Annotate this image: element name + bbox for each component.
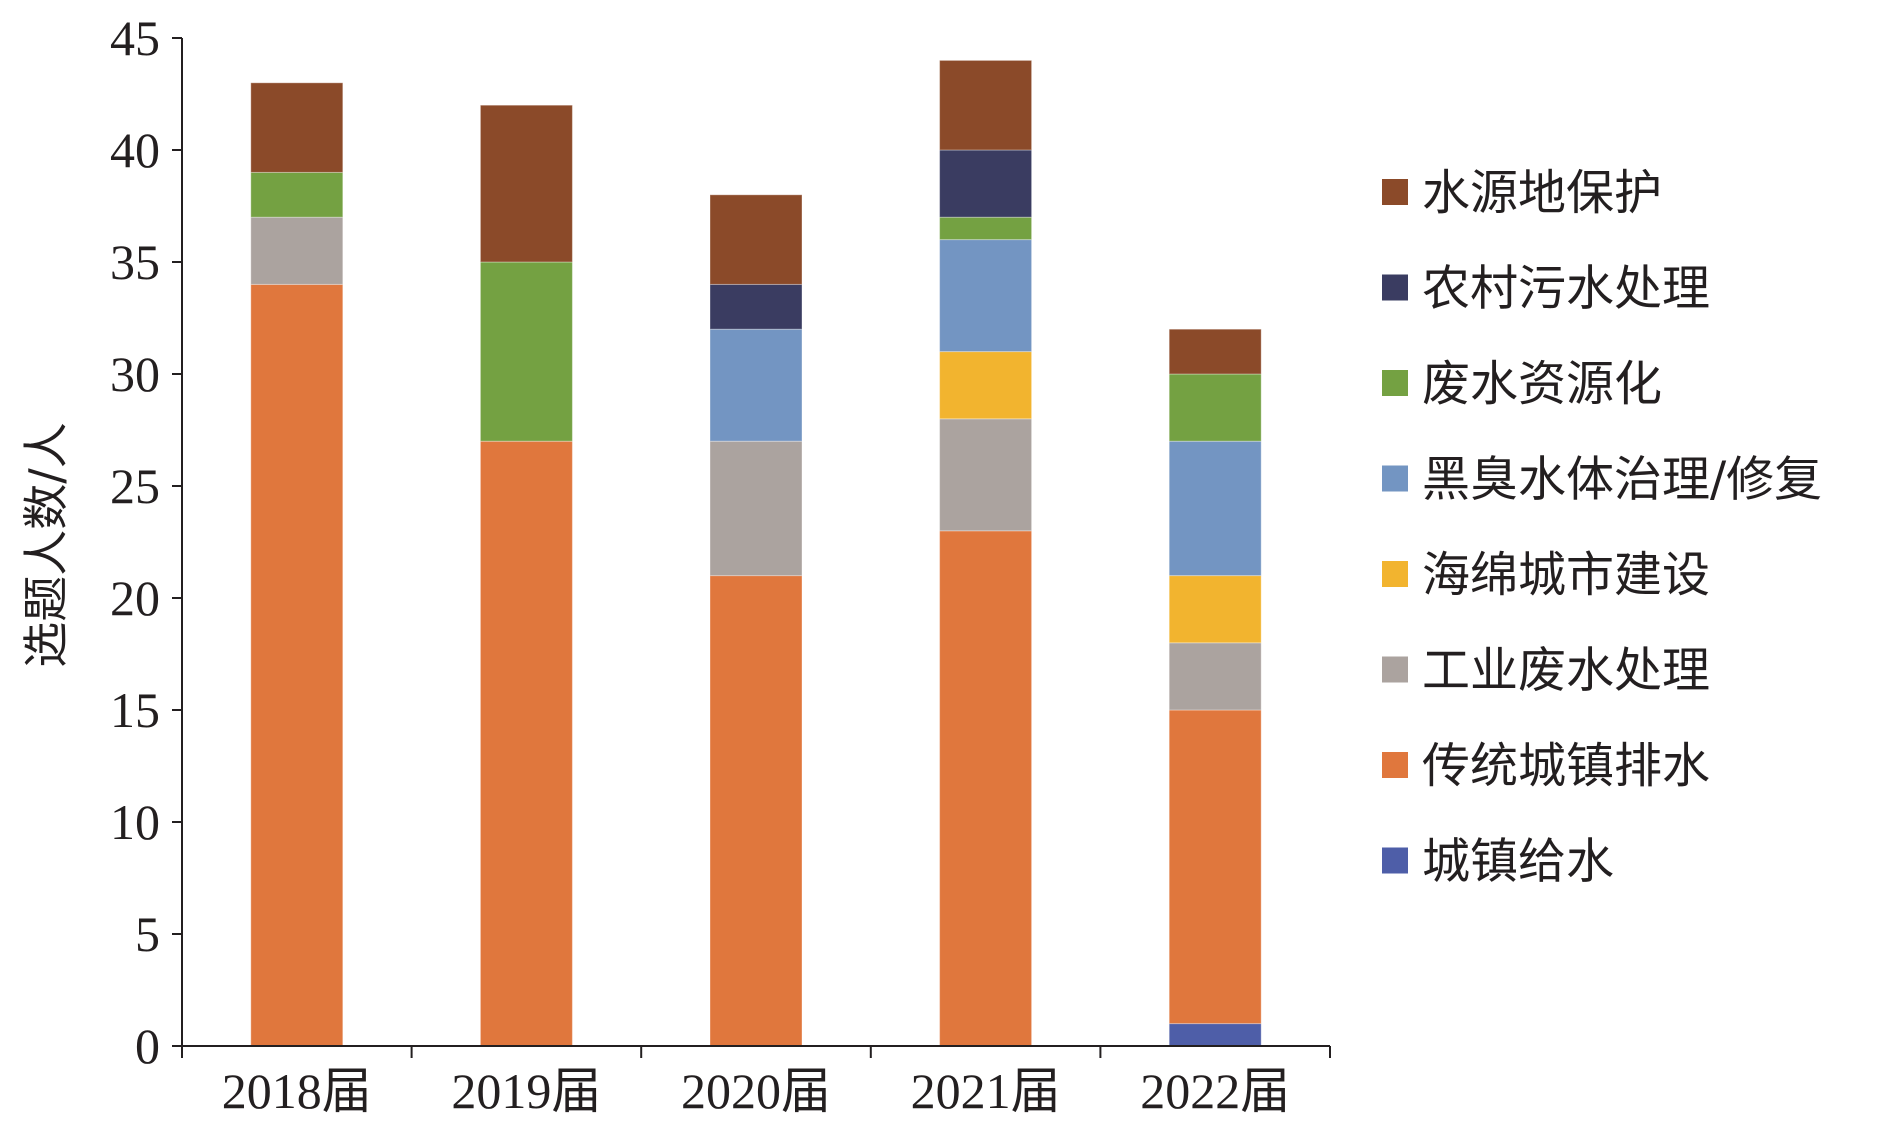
bar-segment-2018届-水源地保护: [250, 82, 344, 173]
legend-label-农村污水处理: 农村污水处理: [1422, 261, 1710, 317]
bar-segment-2021届-黑臭水体治理-修复: [939, 239, 1033, 353]
legend-swatch-废水资源化: [1382, 370, 1408, 396]
bar-segment-2020届-水源地保护: [709, 194, 803, 285]
bar-segment-2021届-水源地保护: [939, 59, 1033, 151]
bar-segment-2020届-工业废水处理: [709, 440, 803, 577]
y-tick-label-5: 5: [135, 906, 160, 962]
legend-swatch-城镇给水: [1382, 847, 1408, 874]
legend-swatch-农村污水处理: [1382, 274, 1408, 301]
legend-label-城镇给水: 城镇给水: [1422, 834, 1614, 890]
legend-label-传统城镇排水: 传统城镇排水: [1422, 738, 1710, 794]
bar-segment-2020届-黑臭水体治理-修复: [709, 328, 803, 442]
x-tick-label-2019届: 2019届: [451, 1063, 601, 1119]
x-tick-label-2021届: 2021届: [911, 1063, 1061, 1119]
bars-layer: [250, 59, 1262, 1047]
legend-label-工业废水处理: 工业废水处理: [1422, 643, 1710, 699]
bar-segment-2021届-海绵城市建设: [939, 351, 1033, 420]
bar-segment-2018届-传统城镇排水: [250, 283, 344, 1047]
legend: 水源地保护农村污水处理废水资源化黑臭水体治理/修复海绵城市建设工业废水处理传统城…: [1382, 165, 1822, 890]
bar-segment-2022届-海绵城市建设: [1168, 575, 1262, 644]
legend-label-废水资源化: 废水资源化: [1422, 356, 1662, 412]
legend-swatch-黑臭水体治理-修复: [1382, 465, 1408, 492]
bar-segment-2019届-废水资源化: [479, 261, 573, 442]
bar-segment-2022届-传统城镇排水: [1168, 709, 1262, 1025]
legend-item-工业废水处理: 工业废水处理: [1382, 643, 1710, 699]
x-tick-label-2018届: 2018届: [222, 1063, 372, 1119]
axes-layer: 0 5 10 15 20 25 30 35 40 45 2018届 2019届 2020届 2021届 20…: [110, 10, 1331, 1119]
y-tick-label-20: 20: [110, 570, 160, 626]
legend-item-黑臭水体治理-修复: 黑臭水体治理/修复: [1382, 452, 1822, 508]
bar-segment-2018届-废水资源化: [250, 171, 344, 218]
legend-label-海绵城市建设: 海绵城市建设: [1422, 547, 1710, 603]
legend-item-城镇给水: 城镇给水: [1382, 834, 1614, 890]
legend-item-水源地保护: 水源地保护: [1382, 165, 1662, 221]
y-axis-title: 选题人数/人: [19, 422, 73, 668]
bar-segment-2022届-水源地保护: [1168, 328, 1262, 375]
x-tick-label-2020届: 2020届: [681, 1063, 831, 1119]
legend-swatch-海绵城市建设: [1382, 561, 1408, 587]
y-tick-label-35: 35: [110, 234, 160, 290]
legend-item-传统城镇排水: 传统城镇排水: [1382, 738, 1710, 794]
bar-segment-2020届-传统城镇排水: [709, 575, 803, 1047]
bar-segment-2022届-工业废水处理: [1168, 642, 1262, 711]
legend-item-农村污水处理: 农村污水处理: [1382, 261, 1710, 317]
legend-swatch-工业废水处理: [1382, 656, 1408, 683]
legend-swatch-水源地保护: [1382, 179, 1408, 205]
legend-item-海绵城市建设: 海绵城市建设: [1382, 547, 1710, 603]
bar-segment-2022届-城镇给水: [1168, 1023, 1262, 1047]
bar-segment-2021届-废水资源化: [939, 216, 1033, 241]
y-tick-label-10: 10: [110, 794, 160, 850]
bar-segment-2019届-水源地保护: [479, 104, 573, 263]
y-tick-label-45: 45: [110, 10, 160, 66]
bar-segment-2020届-农村污水处理: [709, 283, 803, 330]
legend-item-废水资源化: 废水资源化: [1382, 356, 1662, 412]
y-tick-label-30: 30: [110, 346, 160, 402]
y-tick-label-15: 15: [110, 682, 160, 738]
bar-segment-2021届-工业废水处理: [939, 418, 1033, 532]
bar-segment-2022届-废水资源化: [1168, 373, 1262, 442]
legend-label-黑臭水体治理-修复: 黑臭水体治理/修复: [1422, 452, 1822, 508]
bar-segment-2018届-工业废水处理: [250, 216, 344, 285]
x-tick-label-2022届: 2022届: [1140, 1063, 1290, 1119]
bar-segment-2021届-农村污水处理: [939, 149, 1033, 218]
y-tick-label-40: 40: [110, 122, 160, 178]
legend-swatch-传统城镇排水: [1382, 752, 1408, 778]
y-tick-label-0: 0: [135, 1018, 160, 1074]
bar-segment-2021届-传统城镇排水: [939, 530, 1033, 1047]
legend-label-水源地保护: 水源地保护: [1422, 165, 1662, 221]
bar-segment-2022届-黑臭水体治理-修复: [1168, 440, 1262, 577]
y-tick-label-25: 25: [110, 458, 160, 514]
bar-segment-2019届-传统城镇排水: [479, 440, 573, 1047]
